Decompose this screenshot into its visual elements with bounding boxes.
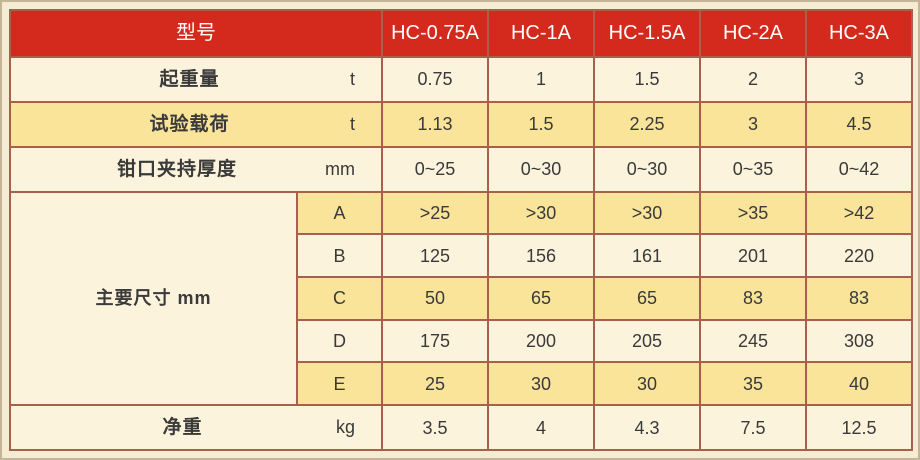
value-cell: 0~42 (805, 145, 913, 193)
value-cell: 0~30 (593, 145, 701, 193)
value-cell: 3.5 (381, 404, 489, 451)
value-cell: >35 (699, 190, 807, 236)
value-cell: 35 (699, 361, 807, 407)
value-cell: >25 (381, 190, 489, 236)
row-label: 钳口夹持厚度 (116, 158, 237, 180)
value-cell: 30 (593, 361, 701, 407)
value-cell: 4.5 (805, 100, 913, 148)
value-cell: 3 (699, 100, 807, 148)
value-cell: 245 (699, 318, 807, 364)
value-cell: 1.13 (381, 100, 489, 148)
row-label: 试验载荷 (149, 113, 230, 135)
value-cell: 25 (381, 361, 489, 407)
dimension-letter-cell: D (296, 318, 383, 364)
model-name-cell: HC-1A (487, 9, 595, 58)
model-name-cell: HC-1.5A (593, 9, 701, 58)
dimension-letter-cell: C (296, 275, 383, 321)
value-cell: 205 (593, 318, 701, 364)
value-cell: 50 (381, 275, 489, 321)
row-unit: t (349, 113, 355, 134)
dimension-letter-cell: E (296, 361, 383, 407)
value-cell: 161 (593, 233, 701, 278)
value-cell: 7.5 (699, 404, 807, 451)
table-row: mm 钳口夹持厚度 0~25 0~30 0~30 0~35 0~42 (9, 145, 913, 193)
value-cell: 175 (381, 318, 489, 364)
table-row: D 175 200 205 245 308 (10, 318, 913, 364)
model-name-cell: HC-0.75A (381, 9, 489, 58)
value-cell: 1.5 (593, 55, 701, 103)
value-cell: 156 (487, 233, 595, 278)
dimension-letter-cell: A (296, 190, 383, 236)
row-unit: kg (335, 417, 355, 438)
value-cell: >30 (593, 190, 701, 236)
spec-table: 型号 HC-0.75A HC-1A HC-1.5A HC-2A HC-3A t 起重量 0.75… (9, 9, 913, 451)
value-cell: 4 (487, 404, 595, 451)
row-label-cell: mm 钳口夹持厚度 (9, 145, 383, 193)
value-cell: 83 (805, 275, 913, 321)
table-row: t 起重量 0.75 1 1.5 2 3 (9, 55, 913, 103)
table-row: E 25 30 30 35 40 (10, 361, 913, 407)
row-label-cell: kg 净重 (9, 404, 383, 451)
value-cell: 220 (805, 233, 913, 278)
value-cell: 12.5 (805, 404, 913, 451)
dimension-letter-cell: B (296, 233, 383, 278)
table-row: C 50 65 65 83 83 (10, 275, 913, 321)
value-cell: 3 (805, 55, 913, 103)
row-unit: mm (325, 158, 355, 179)
value-cell: >42 (805, 190, 913, 236)
model-header-cell: 型号 (9, 9, 383, 58)
row-label-cell: t 试验载荷 (9, 100, 383, 148)
value-cell: 0~25 (381, 145, 489, 193)
dimensions-label-cell: 主要尺寸 mm (9, 190, 298, 407)
value-cell: 0.75 (381, 55, 489, 103)
value-cell: 1.5 (487, 100, 595, 148)
value-cell: 125 (381, 233, 489, 278)
model-name-cell: HC-3A (805, 9, 913, 58)
row-label: 起重量 (159, 68, 220, 90)
model-name-cell: HC-2A (699, 9, 807, 58)
value-cell: 4.3 (593, 404, 701, 451)
table-row: B 125 156 161 201 220 (10, 233, 913, 278)
value-cell: 201 (699, 233, 807, 278)
value-cell: 200 (487, 318, 595, 364)
value-cell: 0~35 (699, 145, 807, 193)
value-cell: 308 (805, 318, 913, 364)
value-cell: 2 (699, 55, 807, 103)
value-cell: 40 (805, 361, 913, 407)
value-cell: >30 (487, 190, 595, 236)
value-cell: 2.25 (593, 100, 701, 148)
value-cell: 30 (487, 361, 595, 407)
row-unit: t (349, 68, 355, 89)
table-row: 型号 HC-0.75A HC-1A HC-1.5A HC-2A HC-3A (9, 9, 913, 58)
table-row: kg 净重 3.5 4 4.3 7.5 12.5 (9, 404, 913, 451)
row-label: 净重 (162, 417, 203, 439)
value-cell: 83 (699, 275, 807, 321)
value-cell: 65 (487, 275, 595, 321)
value-cell: 1 (487, 55, 595, 103)
table-row: t 试验载荷 1.13 1.5 2.25 3 4.5 (9, 100, 913, 148)
table-row: 主要尺寸 mm A >25 >30 >30 >35 >42 (9, 190, 913, 407)
value-cell: 0~30 (487, 145, 595, 193)
row-label-cell: t 起重量 (9, 55, 383, 103)
value-cell: 65 (593, 275, 701, 321)
